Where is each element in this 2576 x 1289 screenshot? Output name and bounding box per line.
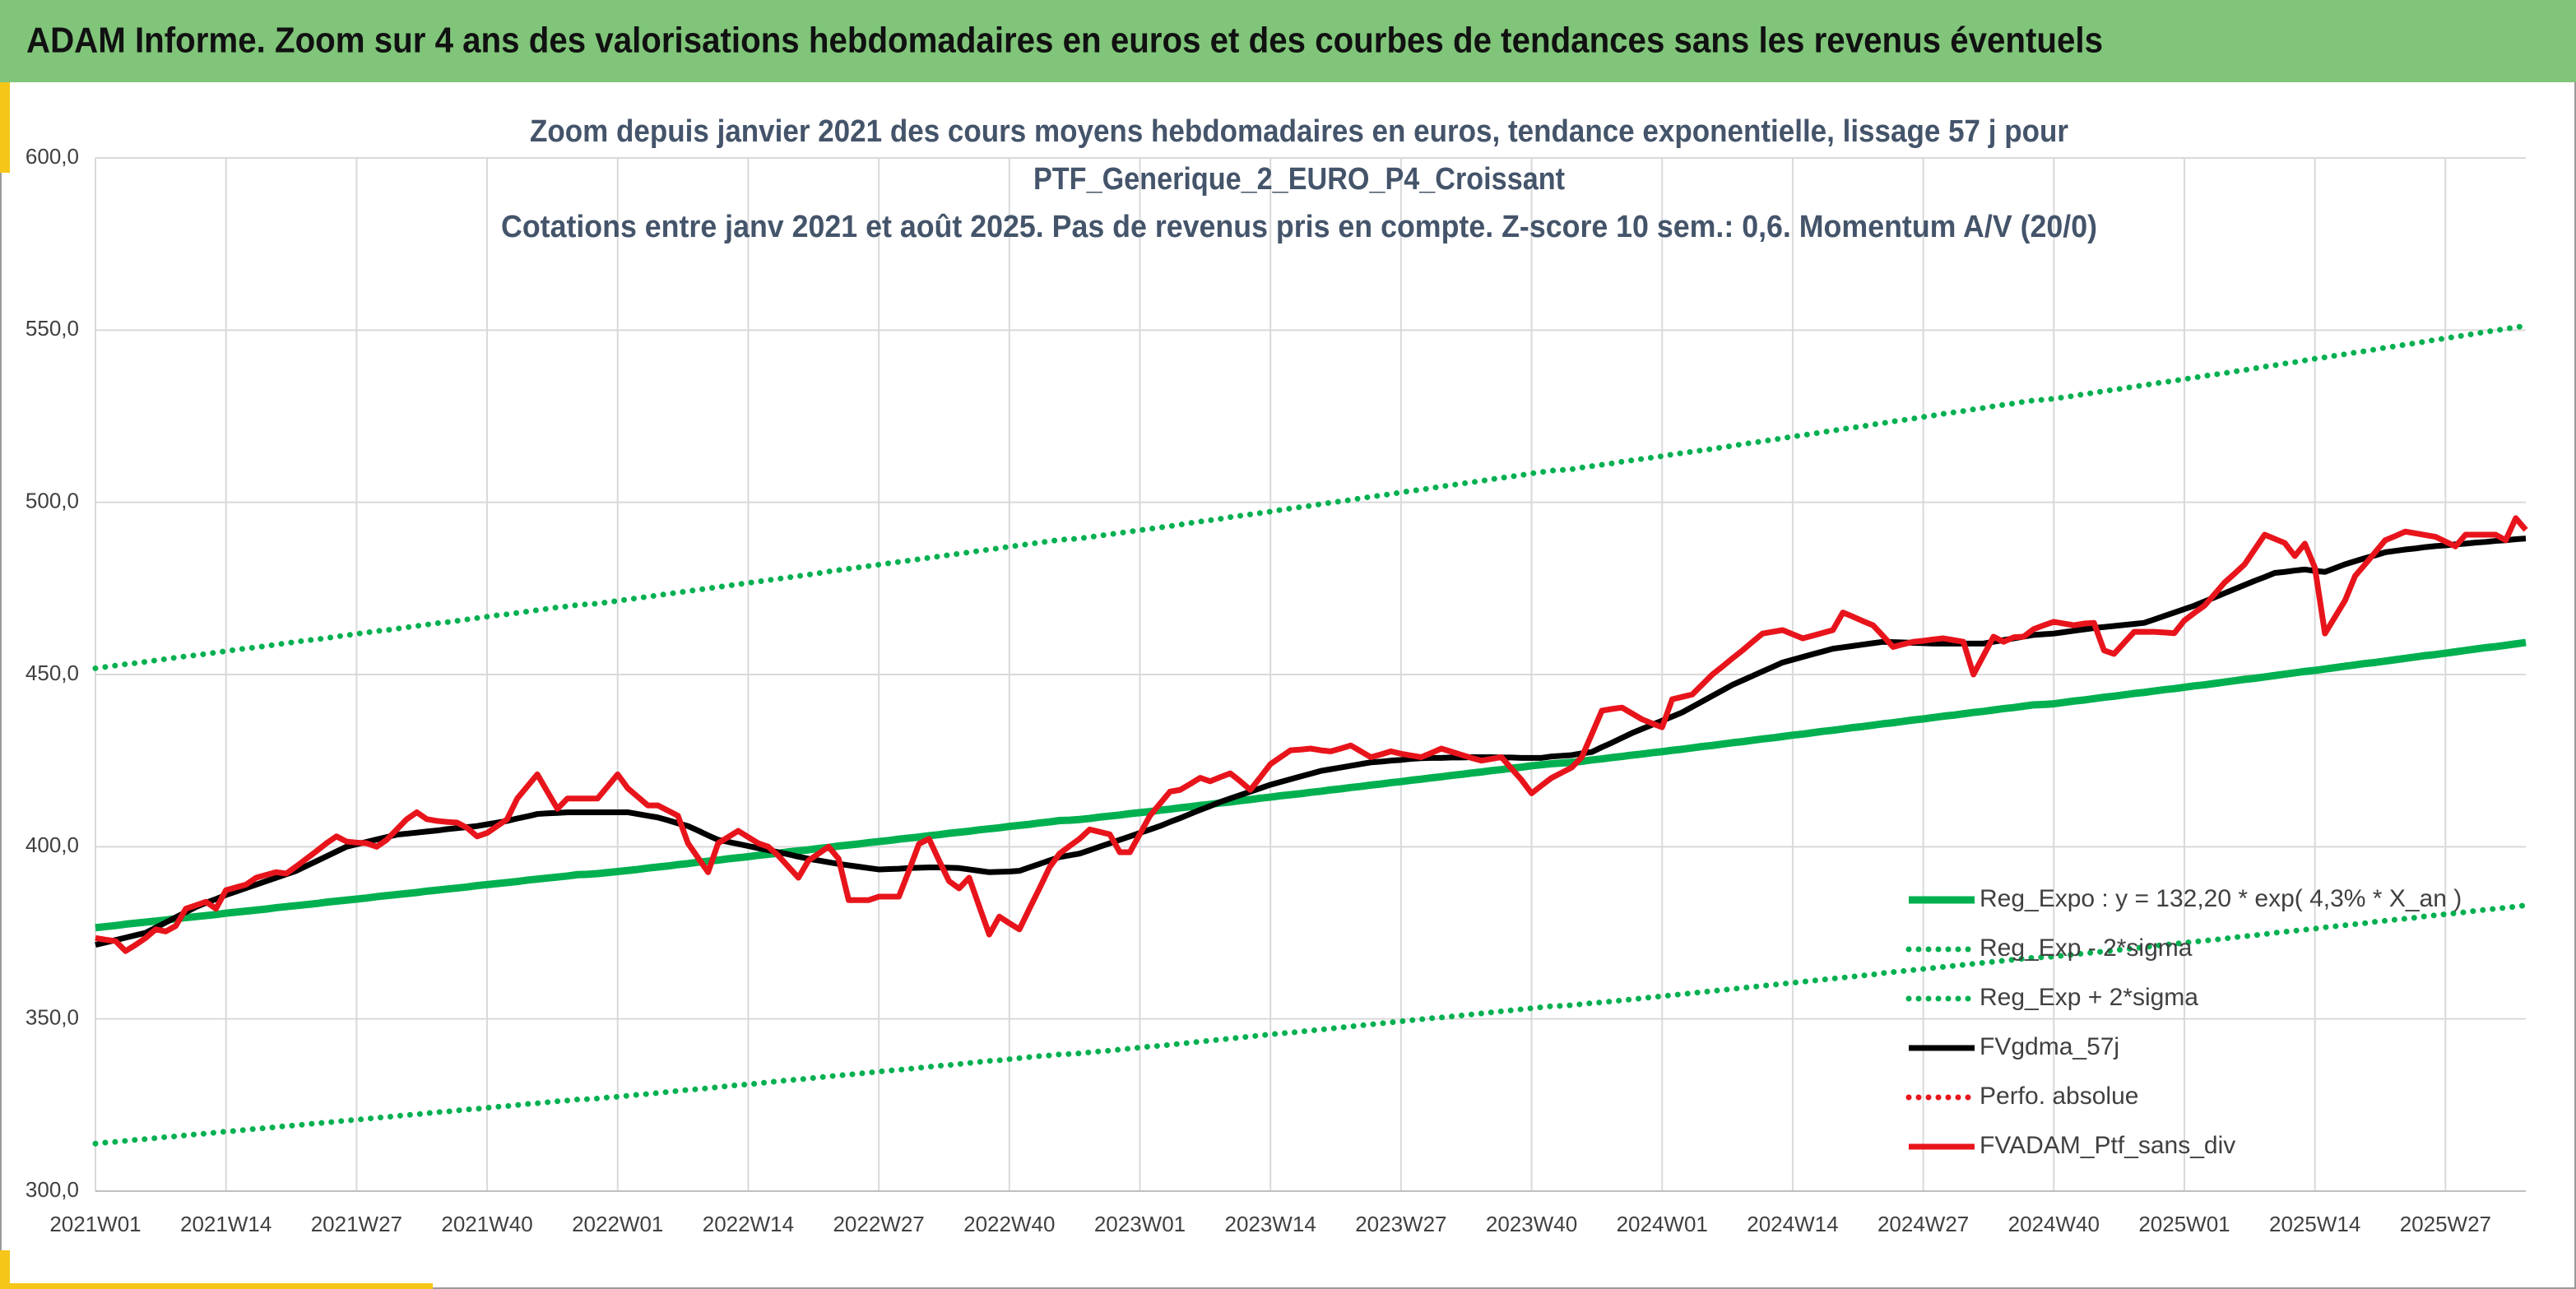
x-tick-label: 2021W14 bbox=[180, 1212, 272, 1236]
legend-label: Perfo. absolue bbox=[1980, 1083, 2138, 1110]
x-tick-label: 2024W40 bbox=[2008, 1212, 2100, 1236]
x-tick-label: 2022W27 bbox=[833, 1212, 924, 1236]
header-band bbox=[0, 0, 2576, 82]
legend-label: FVgdma_57j bbox=[1980, 1033, 2119, 1060]
x-tick-label: 2024W14 bbox=[1747, 1212, 1838, 1236]
legend-label: Reg_Expo : y = 132,20 * exp( 4,3% * X_an… bbox=[1980, 885, 2462, 912]
x-tick-label: 2021W01 bbox=[49, 1212, 141, 1236]
legend-label: Reg_Exp - 2*sigma bbox=[1980, 934, 2193, 962]
y-tick-label: 450,0 bbox=[26, 661, 79, 685]
y-tick-label: 350,0 bbox=[26, 1005, 79, 1030]
legend-label: FVADAM_Ptf_sans_div bbox=[1980, 1132, 2235, 1159]
x-tick-label: 2023W01 bbox=[1094, 1212, 1186, 1236]
y-tick-label: 300,0 bbox=[26, 1177, 79, 1202]
legend-label: Reg_Exp + 2*sigma bbox=[1980, 984, 2198, 1011]
y-tick-label: 400,0 bbox=[26, 832, 79, 857]
x-tick-label: 2023W14 bbox=[1225, 1212, 1316, 1236]
x-tick-label: 2021W40 bbox=[441, 1212, 532, 1236]
accent-left bbox=[0, 82, 10, 173]
series-line bbox=[92, 902, 2529, 1147]
y-tick-label: 600,0 bbox=[26, 144, 79, 169]
series-line bbox=[92, 322, 2529, 671]
x-tick-label: 2022W40 bbox=[963, 1212, 1055, 1236]
y-tick-label: 550,0 bbox=[26, 316, 79, 341]
x-tick-label: 2022W01 bbox=[572, 1212, 663, 1236]
x-tick-label: 2022W14 bbox=[703, 1212, 794, 1236]
x-tick-label: 2025W01 bbox=[2138, 1212, 2230, 1236]
series-line bbox=[95, 515, 2528, 954]
x-tick-label: 2021W27 bbox=[311, 1212, 402, 1236]
x-tick-label: 2025W14 bbox=[2269, 1212, 2360, 1236]
x-tick-label: 2025W27 bbox=[2400, 1212, 2491, 1236]
header-title: ADAM Informe. Zoom sur 4 ans des valoris… bbox=[26, 21, 2103, 61]
x-tick-label: 2023W40 bbox=[1486, 1212, 1577, 1236]
x-tick-label: 2023W27 bbox=[1355, 1212, 1446, 1236]
x-tick-label: 2024W01 bbox=[1617, 1212, 1708, 1236]
chart-title: PTF_Generique_2_EURO_P4_Croissant bbox=[1033, 162, 1565, 197]
chart-title: Cotations entre janv 2021 et août 2025. … bbox=[501, 210, 2097, 244]
x-tick-label: 2024W27 bbox=[1877, 1212, 1969, 1236]
y-tick-label: 500,0 bbox=[26, 489, 79, 513]
chart-title: Zoom depuis janvier 2021 des cours moyen… bbox=[530, 114, 2068, 149]
series-line bbox=[95, 638, 2527, 932]
accent-mask bbox=[10, 1250, 433, 1283]
